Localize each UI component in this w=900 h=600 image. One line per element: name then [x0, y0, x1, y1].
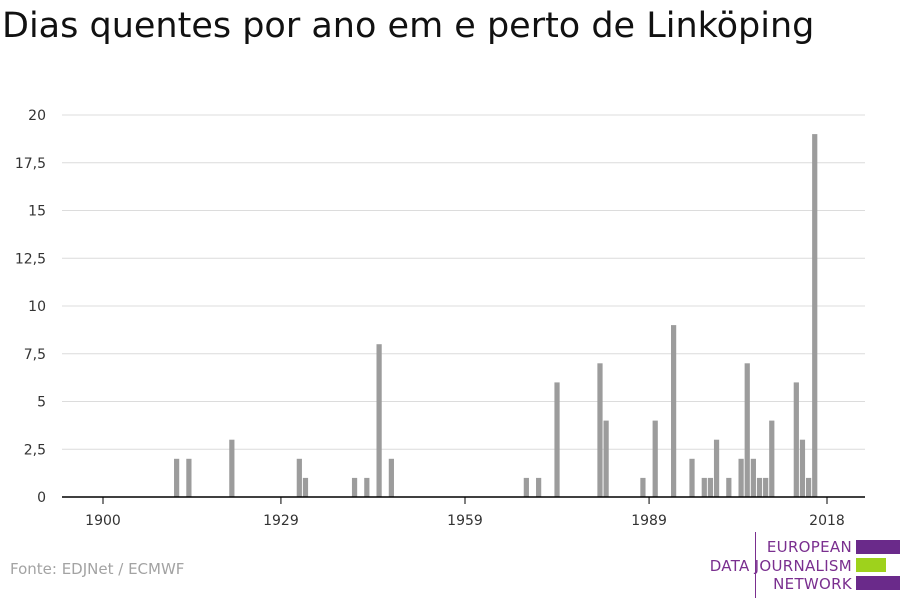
- bar: [364, 477, 370, 497]
- gridlines: [62, 114, 865, 450]
- bar: [302, 477, 309, 497]
- y-tick-label: 5: [37, 395, 46, 411]
- bar: [738, 458, 744, 497]
- y-tick-label: 0: [37, 490, 46, 506]
- y-tick-label: 12,5: [15, 251, 46, 267]
- x-tick-label: 1900: [85, 513, 121, 529]
- x-tick-label: 1989: [631, 513, 667, 529]
- logo-text-network: NETWORK: [773, 575, 852, 593]
- bar: [763, 477, 769, 497]
- bar: [793, 382, 799, 497]
- logo-bar-top: [856, 540, 900, 554]
- x-tick-label: 1959: [447, 513, 483, 529]
- bar: [750, 458, 756, 497]
- x-tick-label: 1929: [263, 513, 299, 529]
- bar: [536, 477, 542, 497]
- source-note: Fonte: EDJNet / ECMWF: [10, 560, 185, 578]
- bar: [351, 477, 358, 497]
- bar: [597, 363, 603, 497]
- bar: [769, 420, 775, 497]
- bar: [554, 382, 560, 497]
- bar: [640, 477, 646, 497]
- bar: [603, 420, 609, 497]
- bar: [376, 344, 382, 497]
- bar: [701, 477, 707, 497]
- bar: [689, 458, 695, 497]
- bars: [174, 134, 818, 497]
- bar: [756, 477, 763, 497]
- axes: 0 2,5 5 7,5 10 12,5 15 17,5 20 1900 1929 1959 1989 20…: [15, 108, 865, 529]
- y-tick-label: 20: [28, 108, 46, 124]
- logo-bar-bottom: [856, 576, 900, 590]
- logo-text-data-journalism: DATA JOURNALISM: [709, 557, 852, 575]
- bar: [812, 134, 818, 497]
- bar: [744, 363, 750, 497]
- edjnet-logo: EUROPEAN DATA JOURNALISM NETWORK: [700, 532, 900, 598]
- bar: [707, 477, 714, 497]
- y-tick-label: 10: [28, 299, 46, 315]
- logo-divider: [755, 532, 756, 598]
- bar: [652, 420, 658, 497]
- y-tick-label: 2,5: [24, 442, 46, 458]
- bar: [229, 439, 235, 497]
- y-tick-label: 7,5: [24, 347, 46, 363]
- bar: [671, 325, 677, 497]
- bar: [726, 477, 732, 497]
- x-tick-label: 2018: [809, 513, 845, 529]
- y-tick-label: 15: [28, 204, 46, 220]
- chart-title: Dias quentes por ano em e perto de Linkö…: [2, 6, 815, 46]
- bar: [523, 477, 529, 497]
- logo-text-european: EUROPEAN: [766, 538, 852, 556]
- bar: [296, 458, 302, 497]
- logo-bar-middle: [856, 558, 886, 572]
- bar: [174, 458, 180, 497]
- bar: [713, 439, 720, 497]
- bar: [388, 458, 394, 497]
- y-tick-label: 17,5: [15, 156, 46, 172]
- bar: [799, 439, 806, 497]
- bar: [805, 477, 812, 497]
- bar: [186, 458, 192, 497]
